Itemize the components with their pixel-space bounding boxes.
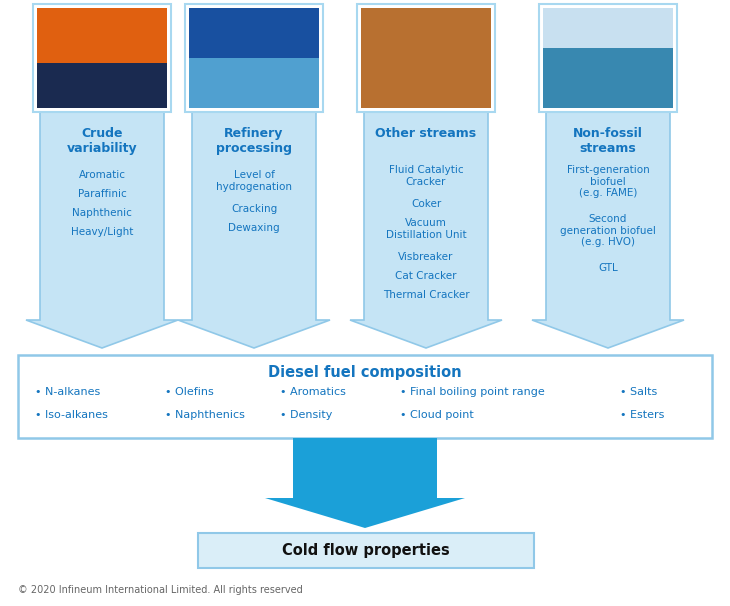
Text: First-generation
biofuel
(e.g. FAME): First-generation biofuel (e.g. FAME) bbox=[566, 165, 650, 198]
FancyBboxPatch shape bbox=[198, 533, 534, 568]
Polygon shape bbox=[532, 108, 684, 348]
FancyBboxPatch shape bbox=[185, 4, 323, 112]
Text: • Aromatics: • Aromatics bbox=[280, 387, 346, 397]
Text: Second
generation biofuel
(e.g. HVO): Second generation biofuel (e.g. HVO) bbox=[560, 214, 656, 247]
FancyBboxPatch shape bbox=[189, 8, 319, 58]
Polygon shape bbox=[265, 438, 465, 528]
Text: Dewaxing: Dewaxing bbox=[228, 223, 280, 233]
Text: Crude
variability: Crude variability bbox=[66, 127, 137, 155]
FancyBboxPatch shape bbox=[189, 58, 319, 108]
Polygon shape bbox=[350, 108, 502, 348]
Text: Visbreaker: Visbreaker bbox=[399, 252, 453, 262]
FancyBboxPatch shape bbox=[543, 48, 673, 108]
Text: Non-fossil
streams: Non-fossil streams bbox=[573, 127, 643, 155]
Text: • Naphthenics: • Naphthenics bbox=[165, 410, 245, 420]
Polygon shape bbox=[178, 108, 330, 348]
Text: • Density: • Density bbox=[280, 410, 332, 420]
Text: Other streams: Other streams bbox=[375, 127, 477, 140]
FancyBboxPatch shape bbox=[37, 63, 167, 108]
Text: • Cloud point: • Cloud point bbox=[400, 410, 474, 420]
FancyBboxPatch shape bbox=[18, 355, 712, 438]
Text: © 2020 Infineum International Limited. All rights reserved: © 2020 Infineum International Limited. A… bbox=[18, 585, 303, 595]
Text: Refinery
processing: Refinery processing bbox=[216, 127, 292, 155]
FancyBboxPatch shape bbox=[33, 4, 171, 112]
Text: Cold flow properties: Cold flow properties bbox=[282, 542, 450, 558]
Text: Diesel fuel composition: Diesel fuel composition bbox=[268, 364, 462, 379]
Text: Naphthenic: Naphthenic bbox=[72, 208, 132, 218]
Text: • Olefins: • Olefins bbox=[165, 387, 214, 397]
Text: Paraffinic: Paraffinic bbox=[77, 189, 126, 199]
Text: Coker: Coker bbox=[411, 199, 441, 209]
Text: Fluid Catalytic
Cracker: Fluid Catalytic Cracker bbox=[388, 165, 464, 187]
FancyBboxPatch shape bbox=[357, 4, 495, 112]
Text: • N-alkanes: • N-alkanes bbox=[35, 387, 100, 397]
FancyBboxPatch shape bbox=[361, 8, 491, 108]
Polygon shape bbox=[26, 108, 178, 348]
FancyBboxPatch shape bbox=[37, 8, 167, 63]
Text: Level of
hydrogenation: Level of hydrogenation bbox=[216, 170, 292, 191]
FancyBboxPatch shape bbox=[539, 4, 677, 112]
Text: Vacuum
Distillation Unit: Vacuum Distillation Unit bbox=[385, 218, 466, 239]
Text: Cracking: Cracking bbox=[231, 204, 277, 214]
Text: Cat Cracker: Cat Cracker bbox=[395, 271, 457, 281]
Text: Thermal Cracker: Thermal Cracker bbox=[383, 290, 469, 300]
Text: • Final boiling point range: • Final boiling point range bbox=[400, 387, 545, 397]
Text: • Esters: • Esters bbox=[620, 410, 664, 420]
Text: • Iso-alkanes: • Iso-alkanes bbox=[35, 410, 108, 420]
Text: Aromatic: Aromatic bbox=[79, 170, 126, 180]
Text: • Salts: • Salts bbox=[620, 387, 657, 397]
Text: GTL: GTL bbox=[598, 263, 618, 273]
FancyBboxPatch shape bbox=[543, 8, 673, 48]
Text: Heavy/Light: Heavy/Light bbox=[71, 227, 133, 237]
